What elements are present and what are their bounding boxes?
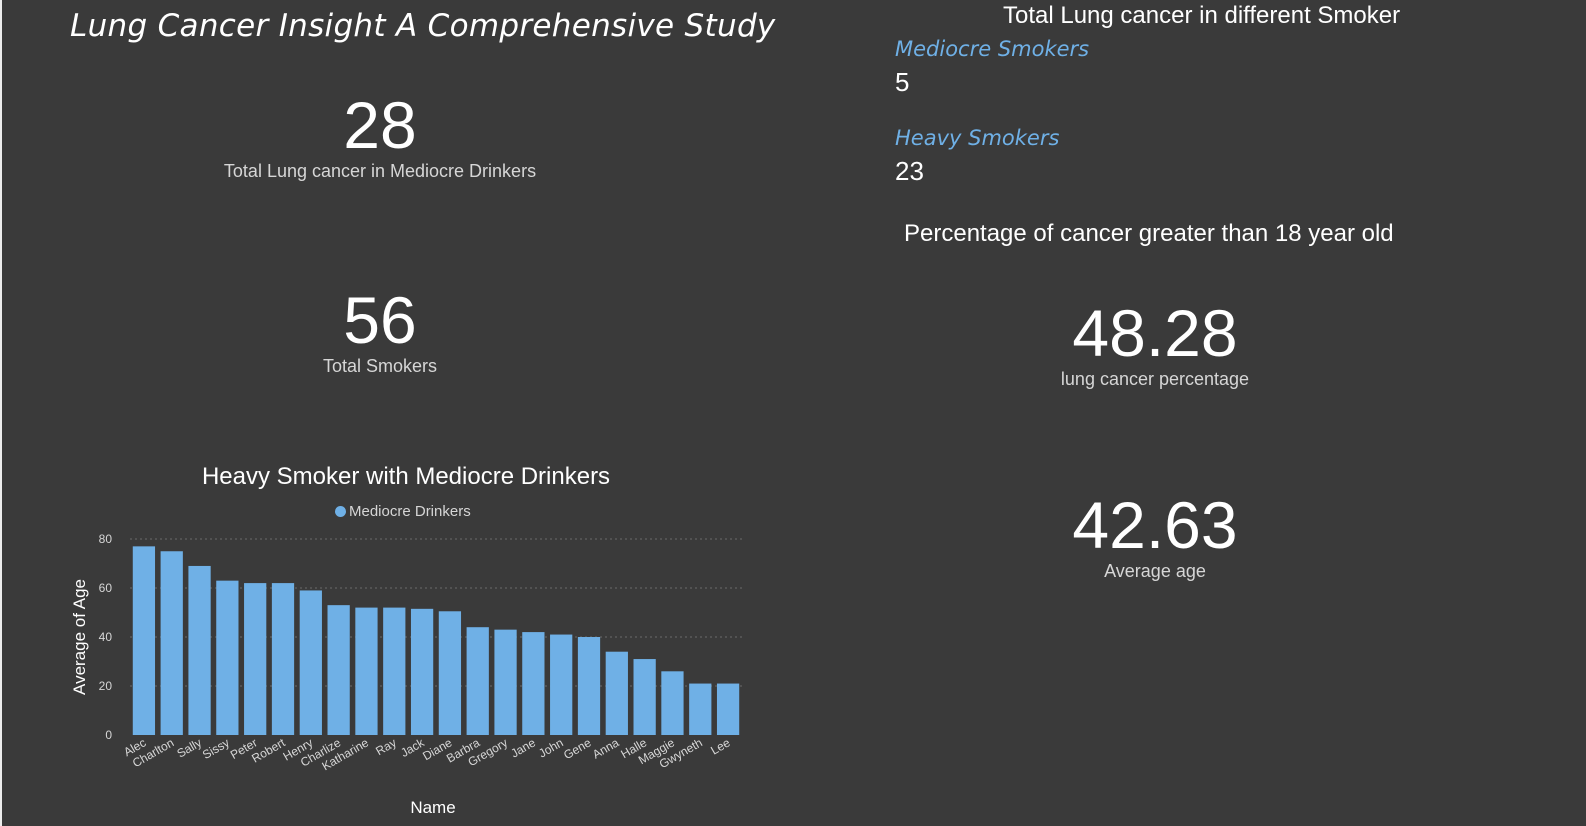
bar-alec[interactable] [132, 546, 156, 735]
y-tick-label: 80 [99, 532, 113, 546]
bar-barbra[interactable] [466, 627, 489, 735]
smoker-category: Mediocre Smokers [895, 37, 1090, 61]
bar-halle[interactable] [633, 659, 656, 735]
card-mediocre-drinkers[interactable]: 28 Total Lung cancer in Mediocre Drinker… [180, 90, 580, 182]
card-label: lung cancer percentage [1060, 369, 1250, 389]
y-tick-label: 0 [105, 728, 112, 742]
bar-anna[interactable] [605, 651, 628, 735]
bar-chart: 0 20 40 60 80 AlecCharltonSallySissyPeterRob… [70, 532, 742, 817]
card-value: 28 [343, 88, 417, 162]
bar-peter[interactable] [244, 583, 267, 735]
bar-sally[interactable] [188, 565, 211, 735]
dashboard-title: Lung Cancer Insight A Comprehensive Stud… [70, 8, 776, 44]
bar-gregory[interactable] [494, 629, 517, 735]
x-tick-label: John [536, 735, 566, 760]
bar-diane[interactable] [438, 611, 462, 735]
y-tick-label: 60 [99, 581, 113, 595]
card-value: 42.63 [1072, 488, 1238, 562]
bar-gwyneth[interactable] [689, 683, 712, 735]
card-lung-cancer-percentage[interactable]: 48.28 lung cancer percentage [955, 298, 1355, 390]
left-edge-divider [0, 0, 2, 826]
y-axis-label: Average of Age [70, 579, 89, 695]
percentage-panel-title: Percentage of cancer greater than 18 yea… [904, 220, 1394, 247]
smoker-panel-title: Total Lung cancer in different Smoker [1003, 2, 1401, 29]
x-axis-ticks: AlecCharltonSallySissyPeterRobertHenryCh… [121, 735, 733, 773]
y-tick-label: 40 [99, 630, 113, 644]
x-tick-label: Sissy [200, 735, 232, 761]
bar-sissy[interactable] [216, 580, 239, 735]
bar-john[interactable] [550, 634, 573, 735]
x-tick-label: Jane [508, 735, 538, 760]
bar-katharine[interactable] [355, 607, 378, 735]
card-label: Average age [1104, 561, 1206, 581]
x-tick-label: Lee [708, 735, 733, 757]
x-tick-label: Ray [373, 735, 398, 758]
bar-jack[interactable] [410, 608, 434, 735]
bar-maggie[interactable] [661, 671, 684, 735]
bar-lee[interactable] [716, 683, 740, 735]
bar-ray[interactable] [383, 607, 406, 735]
chart-title: Heavy Smoker with Mediocre Drinkers [201, 463, 611, 490]
card-total-smokers[interactable]: 56 Total Smokers [180, 285, 580, 377]
smoker-value: 5 [895, 67, 910, 97]
x-tick-label: Sally [175, 735, 205, 760]
smoker-category: Heavy Smokers [895, 126, 1060, 150]
chart-legend[interactable]: Mediocre Drinkers [335, 503, 471, 520]
smoker-value: 23 [895, 156, 924, 186]
bar-henry[interactable] [299, 590, 322, 735]
smoker-row-heavy[interactable]: Heavy Smokers 23 [895, 125, 1059, 187]
x-axis-label: Name [410, 798, 455, 817]
x-tick-label: Anna [590, 735, 622, 761]
y-axis-ticks: 0 20 40 60 80 [99, 532, 113, 742]
smoker-row-mediocre[interactable]: Mediocre Smokers 5 [895, 36, 1089, 98]
card-value: 56 [343, 283, 417, 357]
x-tick-label: Gene [561, 735, 594, 762]
card-label: Total Smokers [322, 356, 438, 376]
card-value: 48.28 [1072, 296, 1238, 370]
legend-label: Mediocre Drinkers [349, 503, 471, 520]
bar-gene[interactable] [577, 637, 601, 735]
legend-dot-icon [335, 506, 346, 517]
card-label: Total Lung cancer in Mediocre Drinkers [223, 161, 537, 181]
bar-robert[interactable] [271, 583, 295, 735]
bar-charlton[interactable] [160, 551, 183, 735]
bar-charlize[interactable] [327, 605, 350, 735]
bar-jane[interactable] [522, 632, 545, 735]
chart-bars [132, 546, 740, 735]
card-average-age[interactable]: 42.63 Average age [955, 490, 1355, 582]
y-tick-label: 20 [99, 679, 113, 693]
